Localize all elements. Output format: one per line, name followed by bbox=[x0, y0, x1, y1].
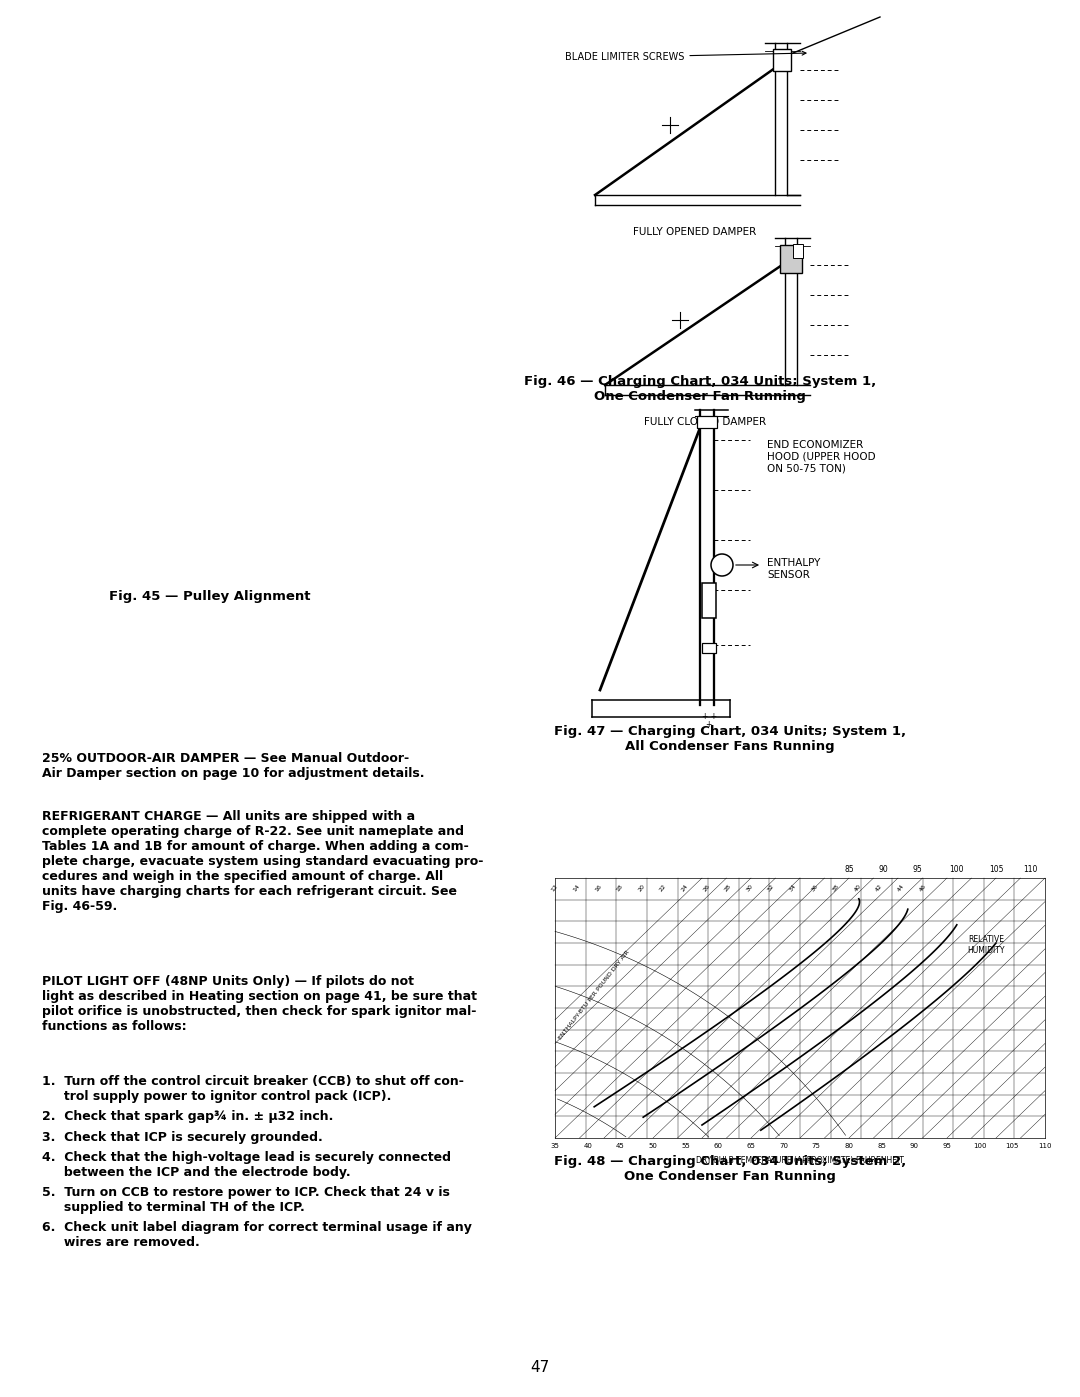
Text: 105: 105 bbox=[1005, 1143, 1020, 1148]
Text: 35: 35 bbox=[551, 1143, 559, 1148]
Bar bbox=[780, 244, 802, 272]
Text: +: + bbox=[705, 719, 712, 729]
Text: 32: 32 bbox=[767, 883, 775, 893]
Text: Fig. 47 — Charging Chart, 034 Units; System 1,
All Condenser Fans Running: Fig. 47 — Charging Chart, 034 Units; Sys… bbox=[554, 725, 906, 753]
Text: 44: 44 bbox=[896, 883, 905, 893]
Text: 110: 110 bbox=[1023, 865, 1038, 875]
Text: END ECONOMIZER
HOOD (UPPER HOOD
ON 50-75 TON): END ECONOMIZER HOOD (UPPER HOOD ON 50-75… bbox=[767, 440, 876, 474]
Text: 25% OUTDOOR-AIR DAMPER — See Manual Outdoor-
Air Damper section on page 10 for a: 25% OUTDOOR-AIR DAMPER — See Manual Outd… bbox=[42, 752, 424, 780]
Text: 60: 60 bbox=[714, 1143, 723, 1148]
Text: 38: 38 bbox=[832, 883, 840, 893]
Text: 34: 34 bbox=[788, 883, 797, 893]
Text: 16: 16 bbox=[594, 883, 603, 893]
Text: 18: 18 bbox=[616, 883, 624, 893]
Text: 45: 45 bbox=[616, 1143, 624, 1148]
Text: 95: 95 bbox=[943, 1143, 951, 1148]
Text: 30: 30 bbox=[745, 883, 754, 893]
Text: Fig. 46 — Charging Chart, 034 Units; System 1,
One Condenser Fan Running: Fig. 46 — Charging Chart, 034 Units; Sys… bbox=[524, 374, 876, 402]
Text: 24: 24 bbox=[680, 883, 689, 893]
Text: 70: 70 bbox=[779, 1143, 788, 1148]
Bar bbox=[697, 416, 717, 427]
Text: 95: 95 bbox=[913, 865, 922, 875]
Text: 28: 28 bbox=[724, 883, 732, 893]
Text: 42: 42 bbox=[875, 883, 883, 893]
Text: 1.  Turn off the control circuit breaker (CCB) to shut off con-
     trol supply: 1. Turn off the control circuit breaker … bbox=[42, 1076, 464, 1104]
Text: 105: 105 bbox=[989, 865, 1003, 875]
Text: 4.  Check that the high-voltage lead is securely connected
     between the ICP : 4. Check that the high-voltage lead is s… bbox=[42, 1151, 451, 1179]
Text: 36: 36 bbox=[810, 883, 819, 893]
Text: DRY BULB TEMPERATURE (APPROXIMATE)-FAHRENHEIT: DRY BULB TEMPERATURE (APPROXIMATE)-FAHRE… bbox=[697, 1155, 904, 1165]
Text: 40: 40 bbox=[853, 883, 862, 893]
Text: RELATIVE
HUMIDITY: RELATIVE HUMIDITY bbox=[968, 935, 1005, 954]
Text: Fig. 48 — Charging Chart, 034 Units; System 2,
One Condenser Fan Running: Fig. 48 — Charging Chart, 034 Units; Sys… bbox=[554, 1155, 906, 1183]
Text: 75: 75 bbox=[812, 1143, 821, 1148]
Text: 2.  Check that spark gap¾ in. ± µ32 inch.: 2. Check that spark gap¾ in. ± µ32 inch. bbox=[42, 1111, 334, 1123]
Text: PILOT LIGHT OFF (48NP Units Only) — If pilots do not
light as described in Heati: PILOT LIGHT OFF (48NP Units Only) — If p… bbox=[42, 975, 477, 1032]
Text: 47: 47 bbox=[530, 1361, 550, 1375]
Text: 3.  Check that ICP is securely grounded.: 3. Check that ICP is securely grounded. bbox=[42, 1130, 323, 1144]
Bar bbox=[702, 583, 716, 617]
Text: 100: 100 bbox=[973, 1143, 986, 1148]
Text: BLADE LIMITER SCREWS: BLADE LIMITER SCREWS bbox=[565, 52, 806, 61]
Text: 14: 14 bbox=[572, 883, 581, 893]
Text: 55: 55 bbox=[681, 1143, 690, 1148]
Text: 90: 90 bbox=[878, 865, 888, 875]
Text: 100: 100 bbox=[949, 865, 964, 875]
Text: 85: 85 bbox=[877, 1143, 886, 1148]
Text: Fig. 45 — Pulley Alignment: Fig. 45 — Pulley Alignment bbox=[109, 590, 311, 604]
Text: 40: 40 bbox=[583, 1143, 592, 1148]
Text: 110: 110 bbox=[1038, 1143, 1052, 1148]
Text: 12: 12 bbox=[551, 883, 559, 893]
Text: FULLY OPENED DAMPER: FULLY OPENED DAMPER bbox=[633, 226, 757, 237]
Text: ENTHALPY
SENSOR: ENTHALPY SENSOR bbox=[767, 557, 821, 580]
Text: 80: 80 bbox=[845, 1143, 853, 1148]
Bar bbox=[793, 244, 804, 258]
Circle shape bbox=[711, 555, 733, 576]
Text: ENTHALPY-BTU PER POUND DRY AIR: ENTHALPY-BTU PER POUND DRY AIR bbox=[558, 950, 631, 1041]
Bar bbox=[702, 643, 716, 652]
Text: 26: 26 bbox=[702, 883, 711, 893]
Text: 5.  Turn on CCB to restore power to ICP. Check that 24 v is
     supplied to ter: 5. Turn on CCB to restore power to ICP. … bbox=[42, 1186, 450, 1214]
Text: + +: + + bbox=[702, 712, 717, 721]
Text: 20: 20 bbox=[637, 883, 646, 893]
Text: REFRIGERANT CHARGE — All units are shipped with a
complete operating charge of R: REFRIGERANT CHARGE — All units are shipp… bbox=[42, 810, 484, 914]
Bar bbox=[773, 49, 791, 71]
Text: 50: 50 bbox=[649, 1143, 658, 1148]
Text: FULLY CLOSED DAMPER: FULLY CLOSED DAMPER bbox=[644, 416, 766, 427]
Text: 90: 90 bbox=[909, 1143, 919, 1148]
Text: 6.  Check unit label diagram for correct terminal usage if any
     wires are re: 6. Check unit label diagram for correct … bbox=[42, 1221, 472, 1249]
Text: 46: 46 bbox=[918, 883, 927, 893]
Text: 22: 22 bbox=[659, 883, 667, 893]
Text: 65: 65 bbox=[746, 1143, 755, 1148]
Text: 85: 85 bbox=[845, 865, 854, 875]
